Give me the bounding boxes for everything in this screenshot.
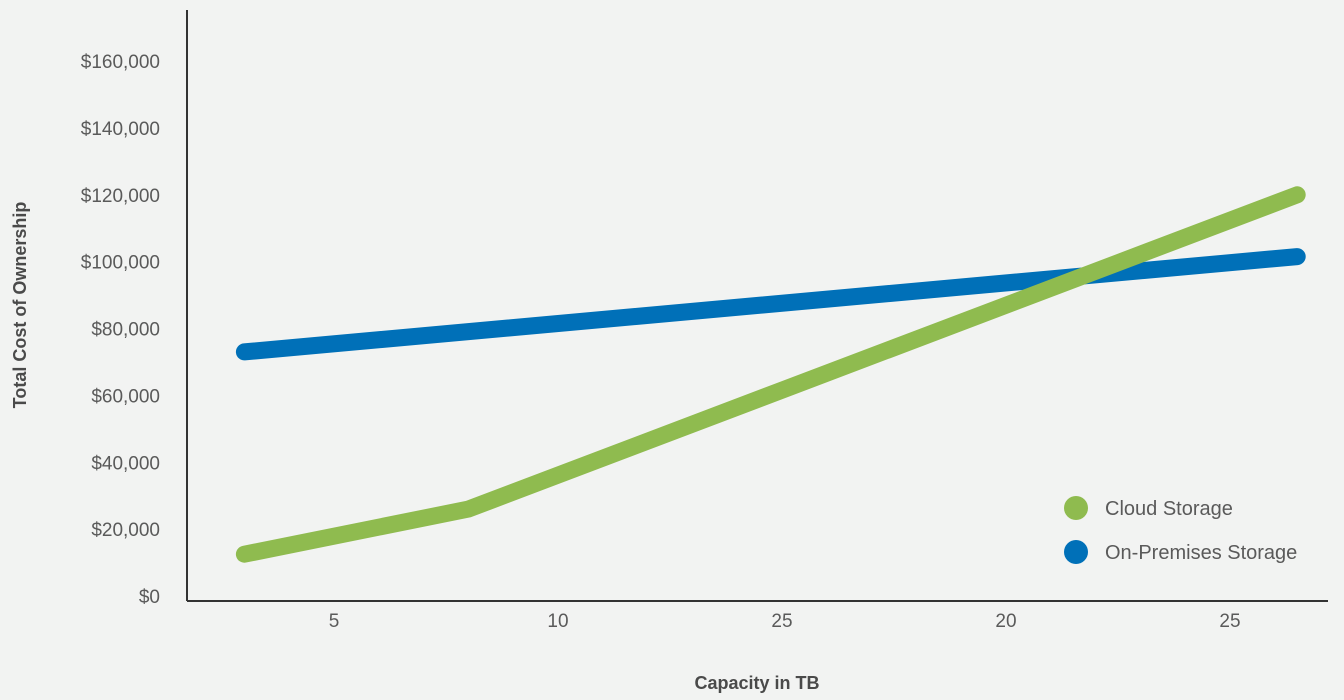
y-tick-label: $160,000 xyxy=(81,52,160,73)
series-line-cloud-storage xyxy=(235,186,1306,563)
y-tick-label: $40,000 xyxy=(91,453,160,474)
legend-label: On-Premises Storage xyxy=(1105,542,1297,564)
y-tick-label: $20,000 xyxy=(91,520,160,541)
y-axis-ticks: $0 $20,000 $40,000 $60,000 $80,000 $100,000 $1… xyxy=(81,52,160,608)
x-axis-ticks: 5 10 25 20 25 xyxy=(329,611,1241,632)
legend-swatch xyxy=(1064,496,1088,520)
y-tick-label: $100,000 xyxy=(81,253,160,274)
x-axis-title: Capacity in TB xyxy=(694,673,819,693)
x-tick-label: 20 xyxy=(995,611,1016,632)
x-tick-label: 25 xyxy=(771,611,792,632)
x-tick-label: 10 xyxy=(547,611,568,632)
series-lines xyxy=(235,186,1306,563)
y-tick-label: $80,000 xyxy=(91,320,160,341)
y-tick-label: $140,000 xyxy=(81,119,160,140)
legend-swatch xyxy=(1064,540,1088,564)
y-axis-title: Total Cost of Ownership xyxy=(10,202,30,409)
legend-label: Cloud Storage xyxy=(1105,498,1233,520)
y-tick-label: $120,000 xyxy=(81,186,160,207)
x-tick-label: 5 xyxy=(329,611,340,632)
x-tick-label: 25 xyxy=(1219,611,1240,632)
y-tick-label: $0 xyxy=(139,587,160,608)
series-line-on-premises-storage xyxy=(235,248,1306,361)
legend: Cloud Storage On-Premises Storage xyxy=(1064,496,1297,564)
y-tick-label: $60,000 xyxy=(91,386,160,407)
